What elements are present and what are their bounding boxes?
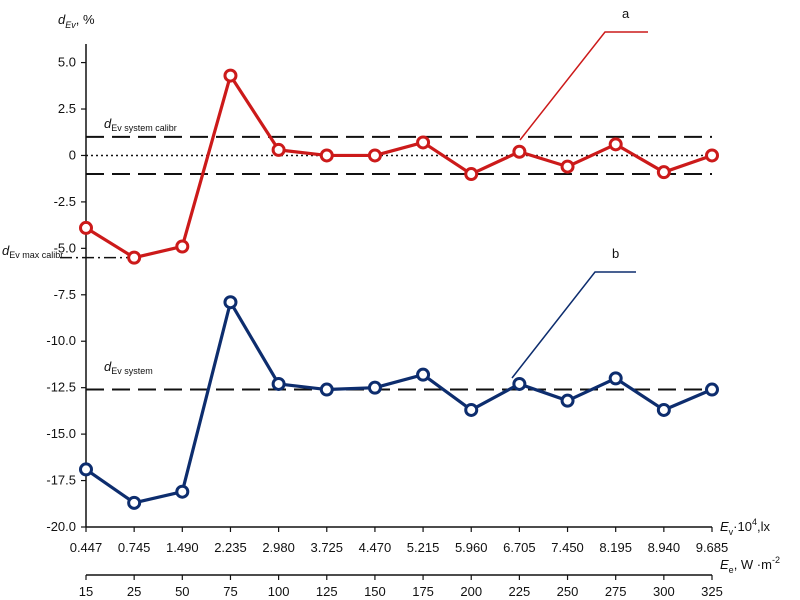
series-b-point (608, 371, 623, 386)
x-bottom-tick-label: 300 (653, 584, 675, 599)
y-tick-label: 0 (69, 147, 76, 162)
x-top-tick-label: 1.490 (166, 540, 199, 555)
series-b-leader-line (511, 271, 636, 379)
series-b-point (464, 402, 479, 417)
annotation-system: dEv system (104, 359, 153, 376)
x-bottom-tick-label: 225 (509, 584, 531, 599)
series-b-point (512, 376, 527, 391)
x-top-tick-label: 0.447 (70, 540, 103, 555)
series-a-point (175, 239, 190, 254)
x-top-tick-label: 0.745 (118, 540, 151, 555)
series-a-label: a (622, 6, 630, 21)
series-b-label: b (612, 246, 619, 261)
series-a-line (85, 73, 713, 260)
x-bottom-tick-label: 50 (175, 584, 189, 599)
x-bottom-tick-label: 125 (316, 584, 338, 599)
series-b-point (416, 367, 431, 382)
x-bottom-tick-label: 175 (412, 584, 434, 599)
x-bottom-tick-label: 100 (268, 584, 290, 599)
series-a-point (464, 167, 479, 182)
series-b-point (175, 484, 190, 499)
x-bottom-tick-label: 150 (364, 584, 386, 599)
series-a-point (127, 250, 142, 265)
y-tick-label: -2.5 (54, 194, 76, 209)
x-top-tick-label: 8.195 (599, 540, 632, 555)
y-tick-label: -10.0 (46, 333, 76, 348)
series-b-point (79, 462, 93, 477)
series-b-line (85, 300, 713, 505)
x-top-tick-label: 3.725 (310, 540, 343, 555)
series-a-point (319, 148, 334, 163)
series-a-point (560, 159, 575, 174)
y-tick-label: -7.5 (54, 287, 76, 302)
series-a-point (608, 137, 623, 152)
series-b-point (127, 495, 142, 510)
series-a-point (367, 148, 382, 163)
series-b-point (271, 376, 286, 391)
series-a-point (223, 68, 238, 83)
annotation-system-calibr: dEv system calibr (104, 116, 177, 133)
y-tick-label: -20.0 (46, 519, 76, 534)
x-bottom-tick-label: 200 (460, 584, 482, 599)
series-a-point (416, 135, 431, 150)
x-bottom-tick-label: 275 (605, 584, 627, 599)
y-tick-label: -17.5 (46, 473, 76, 488)
series-b-point (705, 382, 719, 397)
x-axis-top-label: Ev·104,lx (720, 517, 770, 537)
y-tick-label: 2.5 (58, 101, 76, 116)
x-top-tick-label: 8.940 (648, 540, 681, 555)
series-b-point (560, 393, 575, 408)
x-top-tick-label: 4.470 (359, 540, 392, 555)
series-b-point (367, 380, 382, 395)
x-bottom-tick-label: 250 (557, 584, 579, 599)
x-top-tick-label: 2.980 (262, 540, 295, 555)
series-a-point (656, 165, 671, 180)
annotation-max-calibr: dEv max calibr (2, 243, 63, 260)
x-top-tick-label: 5.960 (455, 540, 488, 555)
y-tick-label: 5.0 (58, 55, 76, 70)
x-bottom-tick-label: 75 (223, 584, 237, 599)
x-top-tick-label: 9.685 (696, 540, 729, 555)
series-group (79, 68, 719, 510)
x-top-tick-label: 6.705 (503, 540, 536, 555)
series-b-point (223, 295, 238, 310)
reference-lines (60, 135, 712, 391)
series-a-leader-line (519, 31, 648, 141)
series-a-point (271, 142, 286, 157)
x-bottom-tick-label: 15 (79, 584, 93, 599)
series-b-point (319, 382, 334, 397)
y-axis-ticks: 5.0 2.5 0 -2.5 -5.0 -7.5 -10.0 -12.5 -15.0 -17.5 -… (46, 55, 86, 534)
y-tick-label: -15.0 (46, 426, 76, 441)
x-bottom-tick-label: 25 (127, 584, 141, 599)
series-a-point (512, 144, 527, 159)
x-top-tick-label: 5.215 (407, 540, 440, 555)
x-axis-top-ticks: 0.447 0.745 1.490 2.235 2.980 3.725 4.470 5.215… (70, 527, 729, 555)
series-a-point (79, 220, 93, 235)
x-bottom-tick-label: 325 (701, 584, 723, 599)
series-a-point (705, 148, 719, 163)
x-axis-bottom-label: Ee, W ·m-2 (720, 555, 780, 575)
x-top-tick-label: 2.235 (214, 540, 247, 555)
series-b-point (656, 402, 671, 417)
x-axis-bottom-ticks: 15 25 50 75 100 125 150 175 200 225 250 275 300 325 (79, 575, 723, 599)
y-tick-label: -5.0 (54, 240, 76, 255)
y-tick-label: -12.5 (46, 380, 76, 395)
y-axis-label: dEv, % (58, 12, 95, 30)
x-top-tick-label: 7.450 (551, 540, 584, 555)
